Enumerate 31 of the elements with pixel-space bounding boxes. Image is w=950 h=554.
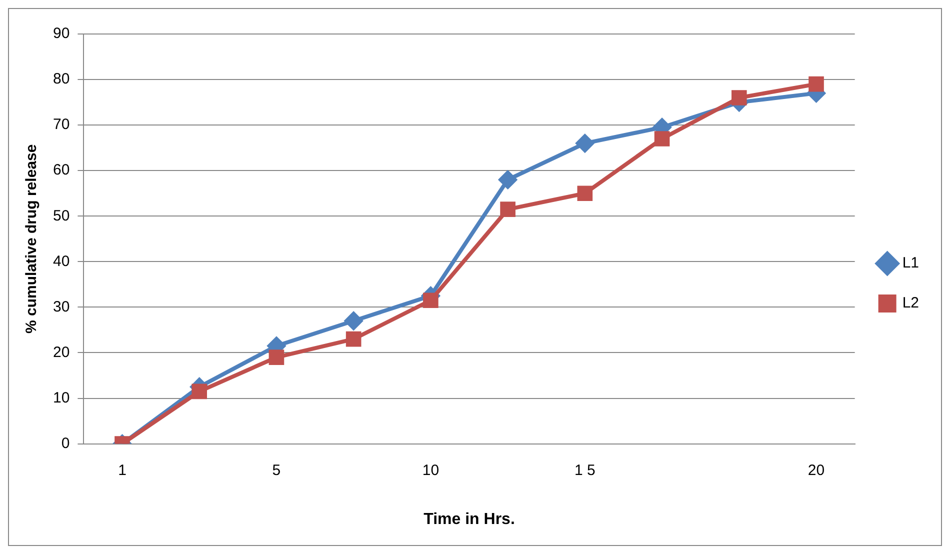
point (731, 90, 747, 106)
point (576, 134, 594, 152)
y-tick-label: 80 (52, 70, 70, 88)
point (498, 170, 517, 189)
legend-label: L1 (902, 254, 920, 272)
y-axis-title: % cumulative drug release (23, 144, 40, 334)
point (344, 312, 363, 330)
y-tick-label: 20 (52, 344, 70, 361)
y-tick-label: 90 (52, 25, 70, 42)
x-tick-label: 1 (118, 462, 126, 479)
x-tick-label: 5 (272, 462, 281, 479)
point (500, 202, 516, 217)
point (654, 131, 670, 146)
y-tick-label: 60 (52, 162, 70, 179)
point (192, 384, 208, 400)
legend-label: L2 (902, 294, 920, 312)
point (346, 331, 362, 347)
point (577, 186, 593, 202)
y-tick-label: 50 (52, 207, 70, 224)
point (268, 350, 284, 365)
x-tick-label: 10 (422, 462, 440, 479)
y-tick-label: 30 (52, 298, 70, 316)
x-tick-label: 20 (808, 462, 825, 479)
x-axis-title: Time in Hrs. (424, 510, 515, 528)
point (423, 292, 438, 308)
y-tick-label: 70 (52, 116, 70, 134)
y-tick-label: 10 (52, 389, 70, 406)
y-tick-label: 0 (61, 434, 70, 452)
x-tick-label: 1 5 (574, 462, 596, 479)
point (808, 76, 824, 92)
y-tick-label: 40 (52, 252, 70, 270)
